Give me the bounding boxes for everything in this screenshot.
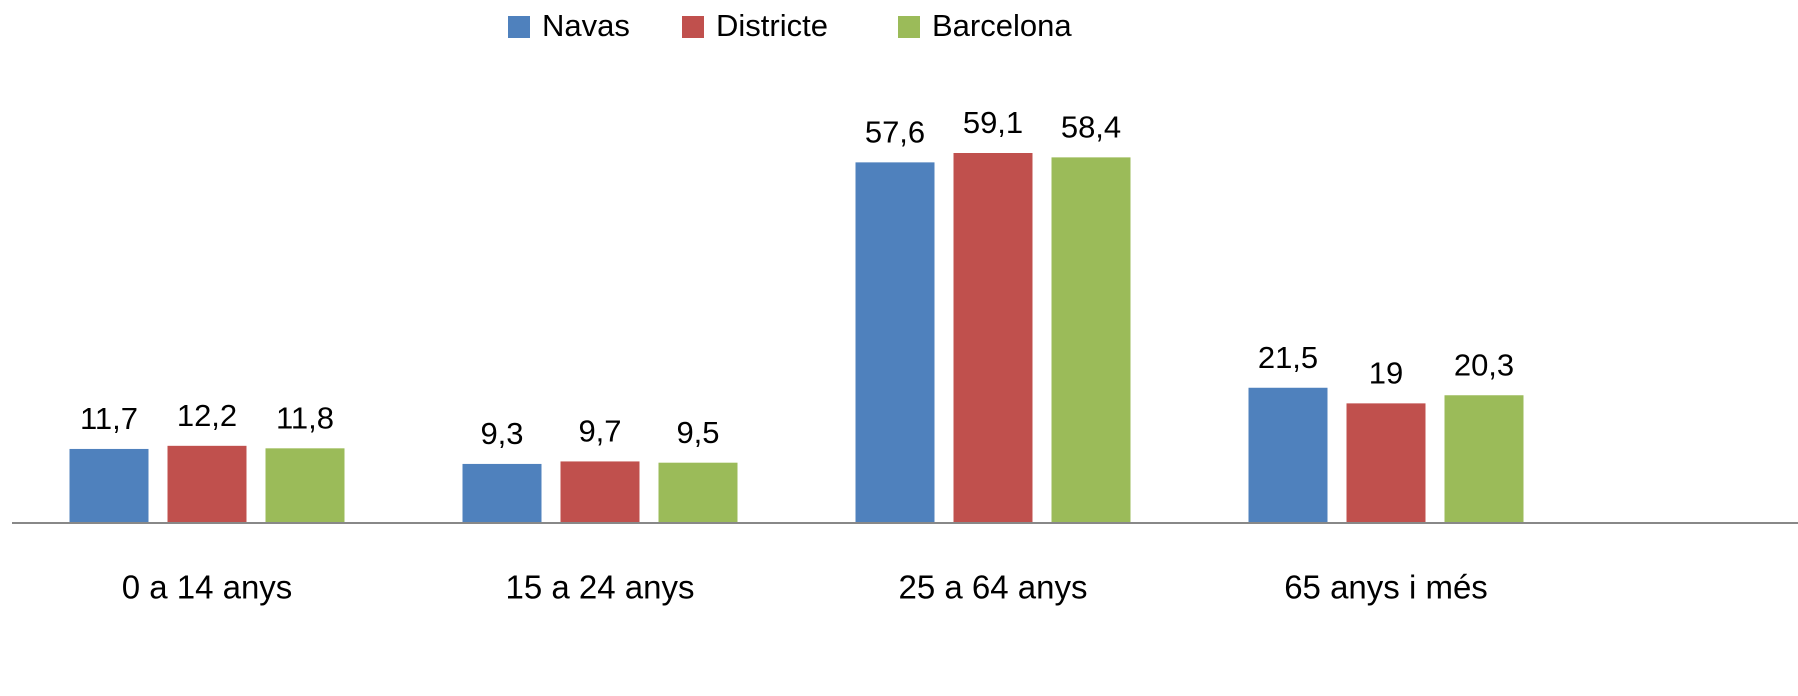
legend-label: Barcelona: [932, 8, 1072, 43]
legend-swatch: [898, 16, 920, 38]
bar: [462, 463, 542, 522]
data-label: 11,7: [80, 401, 138, 436]
bar: [1248, 387, 1328, 522]
data-label: 59,1: [963, 105, 1023, 140]
x-tick-label: 25 a 64 anys: [899, 569, 1088, 606]
bar: [855, 162, 935, 522]
data-label: 21,5: [1258, 340, 1318, 375]
data-label: 12,2: [177, 398, 237, 433]
legend-swatch: [682, 16, 704, 38]
data-label: 11,8: [276, 401, 334, 436]
x-tick-label: 15 a 24 anys: [506, 569, 695, 606]
data-label: 9,5: [676, 415, 719, 450]
data-label: 58,4: [1061, 110, 1121, 145]
bar: [658, 462, 738, 522]
bar: [69, 448, 149, 522]
bar: [1051, 157, 1131, 523]
data-label: 20,3: [1454, 347, 1514, 382]
legend-label: Districte: [716, 8, 828, 43]
bar: [1444, 395, 1524, 522]
data-label: 9,3: [480, 416, 523, 451]
bar: [265, 448, 345, 522]
data-label: 9,7: [578, 414, 621, 449]
bar: [1346, 403, 1426, 522]
bar: [953, 153, 1033, 522]
data-label: 19: [1369, 356, 1403, 391]
legend-swatch: [508, 16, 530, 38]
x-tick-label: 65 anys i més: [1284, 569, 1488, 606]
bar: [167, 445, 247, 522]
x-tick-label: 0 a 14 anys: [122, 569, 293, 606]
data-label: 57,6: [865, 115, 925, 150]
legend-label: Navas: [542, 8, 630, 43]
bar: [560, 461, 640, 522]
